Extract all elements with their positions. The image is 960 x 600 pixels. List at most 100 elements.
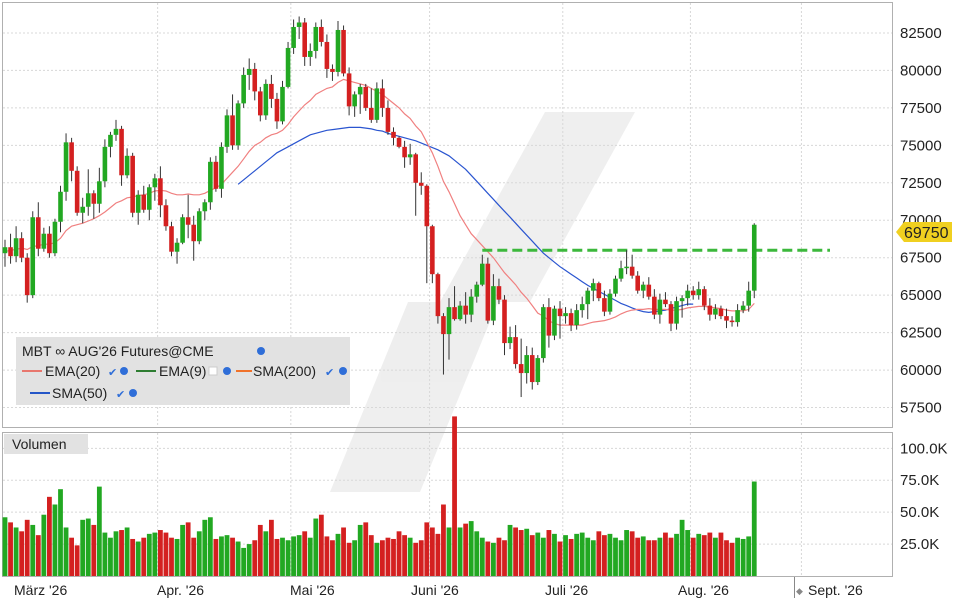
candle-body xyxy=(285,47,291,87)
candle-body xyxy=(102,146,108,182)
volume-bar xyxy=(63,527,69,576)
volume-bar xyxy=(518,530,524,576)
check-icon[interactable]: ✔ xyxy=(116,389,125,401)
candle-body xyxy=(174,242,180,252)
candle-body xyxy=(135,194,141,213)
volume-bar xyxy=(651,540,657,576)
volume-bar xyxy=(96,486,102,576)
legend-item-sma50: SMA(50) xyxy=(52,385,107,401)
volume-title: Volumen xyxy=(12,436,66,452)
volume-bar xyxy=(402,535,407,576)
volume-bar xyxy=(174,538,180,576)
x-tick-label: Aug. '26 xyxy=(678,582,729,598)
volume-bar xyxy=(607,533,613,576)
volume-bar xyxy=(313,518,319,576)
volume-bar xyxy=(108,537,113,576)
volume-bar xyxy=(69,537,74,576)
candle-body xyxy=(202,202,208,212)
candle-body xyxy=(263,83,269,116)
eye-icon[interactable] xyxy=(223,367,231,375)
volume-bar xyxy=(585,537,591,576)
candle-body xyxy=(58,191,63,222)
candle-body xyxy=(341,29,346,74)
volume-bar xyxy=(635,537,641,576)
candle-body xyxy=(407,154,413,158)
settings-icon[interactable] xyxy=(257,347,265,355)
volume-bar xyxy=(202,519,208,576)
legend-box xyxy=(16,337,350,405)
candle-body xyxy=(413,154,418,183)
candle-body xyxy=(468,296,474,315)
candle-body xyxy=(668,304,674,324)
volume-bar xyxy=(413,542,419,576)
volume-bar xyxy=(335,533,341,576)
volume-bar xyxy=(685,530,691,576)
volume-bar xyxy=(491,542,496,576)
volume-bar xyxy=(590,540,596,576)
candle-body xyxy=(646,284,652,297)
volume-bar xyxy=(357,524,363,576)
eye-icon[interactable] xyxy=(339,367,347,375)
volume-bar xyxy=(2,517,8,576)
candle-body xyxy=(335,29,341,72)
volume-bar xyxy=(502,540,507,576)
volume-bar xyxy=(163,532,169,576)
candle-body xyxy=(679,298,685,302)
volume-bar xyxy=(380,540,385,576)
eye-icon[interactable] xyxy=(120,367,128,375)
volume-bar xyxy=(474,531,480,576)
volume-bar xyxy=(452,416,457,576)
volume-bar xyxy=(346,542,352,576)
volume-y-axis: 100.0K 75.0K 50.0K 25.0K xyxy=(900,440,948,553)
volume-bar xyxy=(613,537,618,576)
candle-body xyxy=(152,178,158,188)
candle-body xyxy=(230,115,235,146)
volume-bar xyxy=(624,530,629,576)
candle-body xyxy=(252,68,258,92)
volume-bar xyxy=(707,532,713,576)
candle-body xyxy=(424,185,430,227)
candle-body xyxy=(80,206,85,213)
volume-bar xyxy=(180,524,185,576)
candle-body xyxy=(568,313,574,326)
candle-body xyxy=(491,286,496,321)
candle-body xyxy=(740,305,746,311)
volume-bar xyxy=(618,540,624,576)
volume-bar xyxy=(52,504,58,576)
candle-body xyxy=(502,299,507,344)
candle-body xyxy=(430,226,435,275)
volume-bar xyxy=(324,536,330,576)
checkbox-icon[interactable] xyxy=(208,366,218,376)
check-icon[interactable]: ✔ xyxy=(108,367,117,379)
candle-body xyxy=(418,182,424,186)
candle-body xyxy=(69,142,74,171)
candle-body xyxy=(374,88,380,120)
candle-body xyxy=(696,289,702,296)
volume-bar xyxy=(463,523,469,576)
volume-bar xyxy=(396,531,402,576)
legend-item-sma200: SMA(200) xyxy=(253,363,316,379)
volume-bar xyxy=(119,530,124,576)
volume-bar xyxy=(446,527,452,576)
candle-body xyxy=(391,131,396,138)
candle-body xyxy=(313,26,319,51)
candle-body xyxy=(524,355,529,374)
volume-bar xyxy=(213,538,219,576)
candle-body xyxy=(74,170,80,213)
volume-bar xyxy=(629,531,635,576)
candle-body xyxy=(91,193,97,204)
volume-bar xyxy=(19,531,25,576)
volume-bar xyxy=(740,538,746,576)
volume-bar xyxy=(568,538,574,576)
check-icon[interactable]: ✔ xyxy=(325,367,334,379)
candle-body xyxy=(435,274,441,317)
volume-bar xyxy=(729,542,735,576)
volume-bar xyxy=(524,528,530,576)
eye-icon[interactable] xyxy=(129,389,137,397)
legend-item-ema20: EMA(20) xyxy=(45,363,100,379)
candle-body xyxy=(585,290,591,305)
candle-body xyxy=(369,107,374,120)
candle-body xyxy=(307,50,313,57)
volume-bar xyxy=(252,540,258,576)
